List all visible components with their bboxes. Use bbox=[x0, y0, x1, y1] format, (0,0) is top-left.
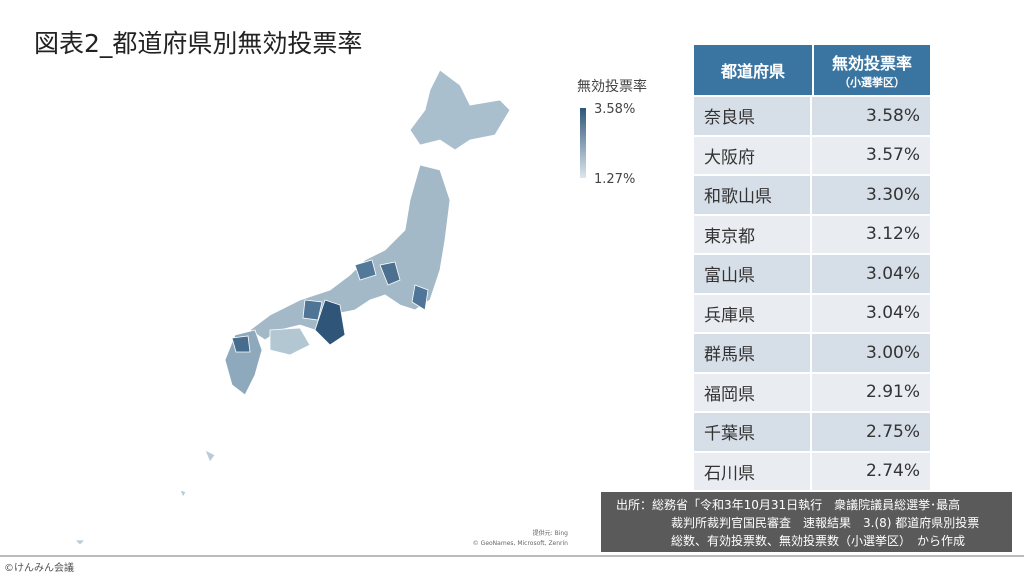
footer-line bbox=[0, 555, 1024, 557]
legend-title: 無効投票率 bbox=[577, 79, 647, 95]
footer: ©けんみん会議 bbox=[4, 563, 74, 574]
table-cell: 奈良県 bbox=[694, 97, 812, 135]
source-line: 出所：総務省「令和3年10月31日執行 衆議院議員総選挙･最高 bbox=[616, 498, 961, 512]
table-cell: 3.57% bbox=[865, 145, 920, 166]
table-row: 福岡県 2.91% bbox=[694, 371, 930, 411]
table-row: 東京都 3.12% bbox=[694, 213, 930, 253]
header-cell: 無効投票率 （小選挙区） bbox=[831, 54, 912, 89]
table-cell: 3.30% bbox=[865, 184, 920, 205]
hyogo bbox=[302, 299, 323, 321]
table-row: 兵庫県 3.04% bbox=[694, 292, 930, 332]
title: 図表2_都道府県別無効投票率 bbox=[34, 29, 363, 58]
header-cell: 都道府県 bbox=[694, 45, 814, 95]
toyama bbox=[354, 259, 377, 281]
legend-max: 3.58% bbox=[594, 102, 636, 117]
table-cell: 石川県 bbox=[694, 452, 812, 490]
table-cell: 2.91% bbox=[865, 382, 920, 403]
table: 都道府県 無効投票率 （小選挙区） 奈良県 3.58% 大阪府 3.57% 和歌山県 3.3… bbox=[694, 45, 930, 490]
shikoku bbox=[269, 327, 311, 356]
table-row: 富山県 3.04% bbox=[694, 253, 930, 293]
map: 提供元: Bing © GeoNames, Microsoft, Zenrin bbox=[74, 69, 569, 547]
table-cell: 2.74% bbox=[865, 461, 920, 482]
source-line: 総数、有効投票数、無効投票数（小選挙区） から作成 bbox=[671, 534, 966, 548]
table-cell: 兵庫県 bbox=[694, 294, 812, 332]
table-cell: 福岡県 bbox=[694, 373, 812, 411]
table-row: 奈良県 3.58% bbox=[694, 95, 930, 135]
gunma bbox=[379, 261, 401, 286]
source-line: 裁判所裁判官国民審査 速報結果 3.(8) 都道府県別投票 bbox=[671, 516, 980, 530]
table-cell: 東京都 bbox=[694, 215, 812, 253]
chiba bbox=[411, 284, 429, 311]
table-row: 大阪府 3.57% bbox=[694, 134, 930, 174]
kinki bbox=[314, 299, 346, 346]
table-cell: 大阪府 bbox=[694, 136, 812, 174]
table-header: 都道府県 無効投票率 （小選挙区） bbox=[694, 45, 930, 95]
fukuoka bbox=[231, 335, 251, 353]
table-row: 群馬県 3.00% bbox=[694, 332, 930, 372]
hokkaido bbox=[409, 69, 511, 151]
table-row: 和歌山県 3.30% bbox=[694, 174, 930, 214]
honshu bbox=[249, 164, 451, 341]
map-credit: © GeoNames, Microsoft, Zenrin bbox=[473, 540, 568, 547]
table-cell: 3.04% bbox=[865, 303, 920, 324]
table-cell: 千葉県 bbox=[694, 413, 812, 451]
islands bbox=[74, 449, 216, 546]
table-cell: 富山県 bbox=[694, 255, 812, 293]
legend-bar bbox=[580, 108, 586, 178]
table-body: 奈良県 3.58% 大阪府 3.57% 和歌山県 3.30% 東京都 3.12% 富山県 3.04… bbox=[694, 95, 930, 490]
table-row: 石川県 2.74% bbox=[694, 450, 930, 490]
table-cell: 3.12% bbox=[865, 224, 920, 245]
table-cell: 3.58% bbox=[865, 105, 920, 126]
table-cell: 3.00% bbox=[865, 342, 920, 363]
map-credit: 提供元: Bing bbox=[533, 529, 569, 537]
table-cell: 和歌山県 bbox=[694, 176, 812, 214]
legend-min: 1.27% bbox=[594, 172, 636, 187]
table-cell: 3.04% bbox=[865, 263, 920, 284]
table-cell: 群馬県 bbox=[694, 334, 812, 372]
table-cell: 2.75% bbox=[865, 421, 920, 442]
table-row: 千葉県 2.75% bbox=[694, 411, 930, 451]
source: 出所：総務省「令和3年10月31日執行 衆議院議員総選挙･最高 裁判所裁判官国民… bbox=[601, 492, 1012, 552]
